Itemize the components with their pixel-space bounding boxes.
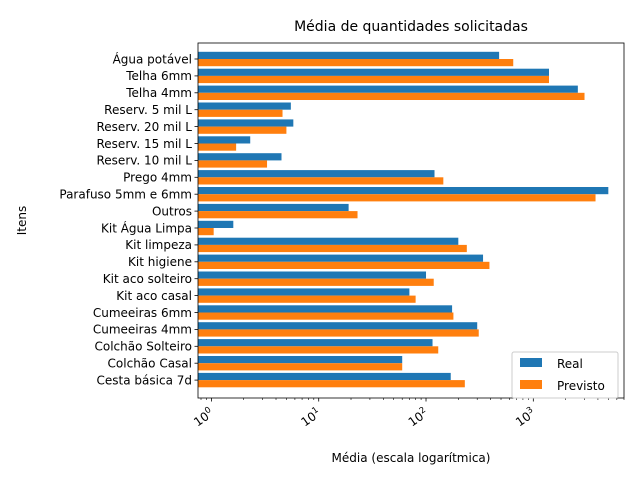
- bar-previsto: [198, 126, 287, 134]
- x-axis-title: Média (escala logarítmica): [332, 451, 491, 465]
- bar-previsto: [198, 363, 403, 371]
- y-tick-label: Parafuso 5mm e 6mm: [59, 188, 192, 202]
- bar-real: [198, 271, 427, 279]
- bar-real: [198, 119, 294, 127]
- bar-real: [198, 153, 282, 161]
- y-tick-label: Reserv. 10 mil L: [97, 154, 193, 168]
- legend-swatch-previsto: [520, 380, 542, 389]
- y-tick-label: Kit aco casal: [116, 289, 192, 303]
- y-tick-label: Reserv. 5 mil L: [104, 103, 192, 117]
- bar-real: [198, 322, 478, 330]
- y-tick-label: Telha 4mm: [125, 86, 192, 100]
- bar-previsto: [198, 312, 454, 320]
- y-tick-label: Reserv. 15 mil L: [97, 137, 193, 151]
- x-tick-label: 102: [405, 405, 431, 429]
- bar-previsto: [198, 228, 214, 236]
- y-tick-label: Colchão Casal: [108, 357, 192, 371]
- bar-previsto: [198, 211, 358, 219]
- y-tick-label: Telha 6mm: [125, 69, 192, 83]
- bar-previsto: [198, 244, 467, 253]
- bar-real: [198, 220, 234, 228]
- x-tick-exponent: 3: [525, 405, 535, 416]
- bar-real: [198, 187, 609, 195]
- bar-real: [198, 68, 549, 76]
- bar-real: [198, 305, 453, 313]
- bar-real: [198, 136, 251, 144]
- bar-real: [198, 237, 459, 245]
- bar-real: [198, 339, 433, 347]
- bar-previsto: [198, 278, 434, 286]
- bar-real: [198, 372, 451, 381]
- x-tick-label: 100: [191, 405, 217, 429]
- plot-area: [198, 51, 609, 388]
- bar-previsto: [198, 261, 490, 269]
- y-tick-label: Outros: [152, 204, 192, 218]
- y-tick-label: Prego 4mm: [123, 171, 192, 185]
- y-tick-label: Reserv. 20 mil L: [97, 120, 193, 134]
- bar-previsto: [198, 160, 268, 168]
- bar-previsto: [198, 59, 514, 67]
- bar-real: [198, 203, 349, 212]
- y-tick-label: Cumeeiras 4mm: [93, 323, 192, 337]
- y-tick-label: Kit aco solteiro: [103, 272, 192, 286]
- legend-label-real: Real: [557, 357, 583, 371]
- x-tick-exponent: 0: [203, 405, 213, 416]
- x-tick-exponent: 1: [310, 405, 320, 416]
- x-tick-exponent: 2: [418, 405, 428, 416]
- bar-real: [198, 51, 500, 59]
- bar-previsto: [198, 346, 439, 354]
- bar-real: [198, 85, 578, 93]
- legend: Real Previsto: [511, 351, 619, 399]
- bar-previsto: [198, 194, 596, 202]
- bar-real: [198, 356, 403, 364]
- bar-real: [198, 102, 291, 110]
- y-axis: Água potável Telha 6mm Telha 4mm Reserv. 5 …: [59, 51, 198, 387]
- x-tick-label: 101: [298, 405, 324, 429]
- plot-frame: [197, 42, 625, 399]
- x-axis: 100 101 102 103: [191, 398, 625, 429]
- legend-label-previsto: Previsto: [557, 379, 605, 393]
- bar-real: [198, 254, 484, 262]
- bar-previsto: [198, 75, 549, 84]
- y-tick-label: Água potável: [113, 51, 192, 66]
- y-tick-label: Colchão Solteiro: [95, 340, 193, 354]
- bar-previsto: [198, 143, 237, 151]
- bar-previsto: [198, 92, 585, 100]
- x-tick-label: 103: [512, 405, 538, 429]
- bar-previsto: [198, 380, 465, 388]
- bar-previsto: [198, 295, 416, 303]
- bar-real: [198, 170, 435, 178]
- bar-previsto: [198, 109, 283, 117]
- y-tick-label: Kit higiene: [128, 255, 192, 269]
- y-axis-title: Itens: [15, 206, 29, 235]
- y-tick-label: Cesta básica 7d: [97, 373, 192, 387]
- y-tick-label: Cumeeiras 6mm: [93, 306, 192, 320]
- y-tick-label: Kit limpeza: [125, 238, 192, 252]
- y-tick-label: Kit Água Limpa: [101, 220, 192, 235]
- bar-previsto: [198, 329, 479, 337]
- chart-title: Média de quantidades solicitadas: [294, 19, 528, 35]
- bar-previsto: [198, 177, 444, 185]
- legend-swatch-real: [520, 358, 542, 367]
- bar-real: [198, 288, 410, 296]
